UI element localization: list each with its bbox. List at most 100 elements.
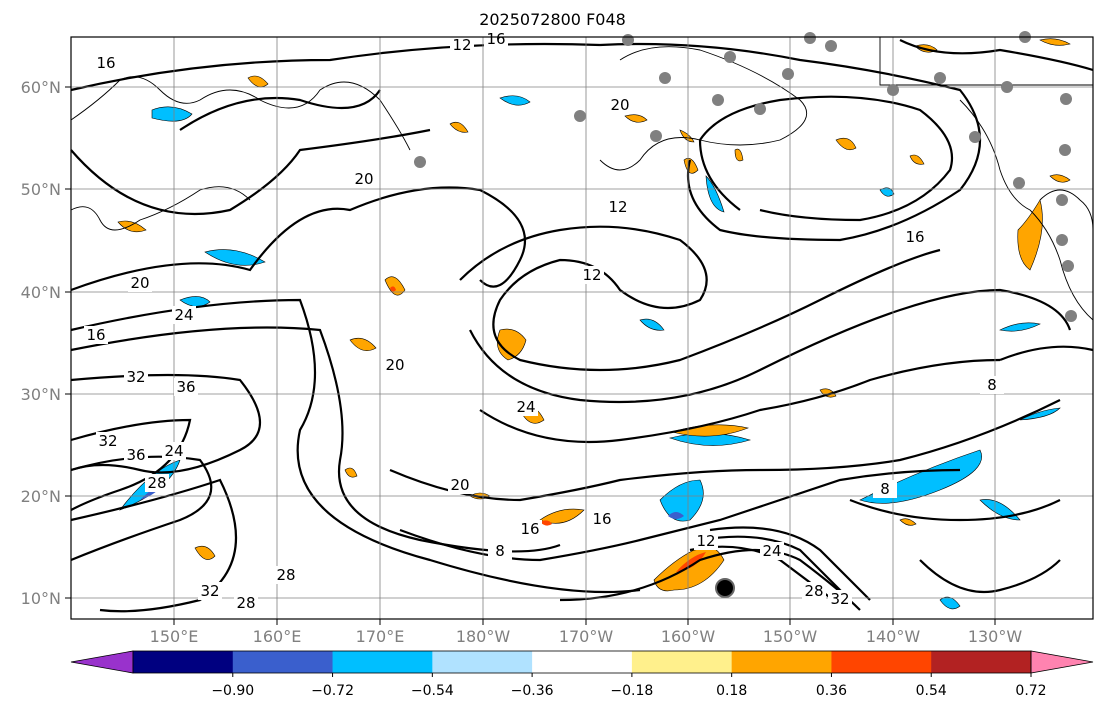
colorbar-bin [232,651,334,673]
lon-tick-label: 140°W [866,627,921,646]
contour-label-bg [198,582,222,600]
colorbar-bin [631,651,733,673]
colorbar-tick-label: 0.72 [1015,683,1046,699]
map-title: 2025072800 F048 [479,10,626,29]
contour-label-bg [608,96,632,114]
colorbar-extend-low [70,650,134,674]
colorbar-tick-label: 0.18 [716,683,747,699]
lon-tick-label: 160°E [253,627,302,646]
contour-label-bg [580,266,604,284]
colorbar-bin [432,651,533,673]
lat-axis: 10°N 20°N 30°N 40°N 50°N 60°N [21,78,71,608]
lon-axis: 150°E 160°E 170°E 180°W 170°W 160°W 150°W 140°W… [150,619,1023,646]
contour-label-bg [828,590,852,608]
colorbar-bin [332,651,433,673]
contour-label-bg [448,476,472,494]
contour-label-bg [606,198,630,216]
lat-tick-label: 30°N [21,385,61,404]
contour-label: 16 [905,228,924,246]
colorbar-tick-label: −0.90 [211,683,254,699]
lon-tick-label: 170°W [559,627,614,646]
contour-label: 24 [762,542,781,560]
lat-tick-label: 50°N [21,180,61,199]
contour-label: 12 [452,36,471,54]
contour-label: 20 [385,356,404,374]
colorbar-tick-label: 0.54 [916,683,947,699]
contour-label-bg [174,378,198,396]
contour-label: 16 [520,520,539,538]
contour-label-bg [124,368,148,386]
contour-label-bg [873,480,897,498]
contour-label-bg [518,520,542,538]
colorbar-bin [931,651,1032,673]
colorbar-tick-label: −0.72 [311,683,354,699]
station-dots [414,31,1077,322]
contour-label-bg [760,542,784,560]
contour-label-bg [128,274,152,292]
contour-label: 28 [804,582,823,600]
contour-label-bg [96,432,120,450]
lat-tick-label: 10°N [21,589,61,608]
contour-label-bg [234,594,258,612]
contour-label: 12 [696,532,715,550]
contour-label-bg [590,510,614,528]
colorbar-tick-label: −0.18 [610,683,653,699]
contour-label: 28 [276,566,295,584]
colorbar-bin [133,651,234,673]
lon-tick-label: 130°W [968,627,1023,646]
contour-label-bg [484,30,508,48]
colorbar-frame [132,650,1032,674]
contour-label: 20 [450,476,469,494]
contour-label: 12 [608,198,627,216]
contour-label-bg [383,356,407,374]
contour-label: 16 [592,510,611,528]
colorbar-bin [831,651,932,673]
contour-label-bg [274,566,298,584]
map-border [70,36,1094,620]
lat-tick-label: 20°N [21,487,61,506]
lon-tick-label: 180°W [456,627,511,646]
gridlines [71,37,1093,619]
contour-label: 8 [987,376,997,394]
contour-label: 32 [200,582,219,600]
colorbar-tick-label: −0.36 [511,683,554,699]
contour-label: 24 [516,398,535,416]
contour-label-bg [980,376,1004,394]
contour-label: 20 [610,96,629,114]
contour-label-bg [352,170,376,188]
contour-label: 24 [164,442,183,460]
contour-label: 36 [176,378,195,396]
contour-labels: 16 12 16 20 20 12 12 16 20 20 16 24 32 36 32 36 24 28 32 20… [84,30,1004,612]
contour-label: 20 [354,170,373,188]
contour-label-bg [903,228,927,246]
colorbar: −0.90 −0.72 −0.54 −0.36 −0.18 0.18 0.36 0.54 0.7… [70,650,1094,699]
contour-label-bg [802,582,826,600]
contour-label-bg [514,398,538,416]
contour-label: 28 [236,594,255,612]
lon-tick-label: 150°W [763,627,818,646]
lat-tick-label: 40°N [21,283,61,302]
storm-center-marker [715,578,735,598]
contour-label: 16 [486,30,505,48]
contour-label: 12 [582,266,601,284]
contour-lines [70,39,1094,613]
lon-tick-label: 160°W [661,627,716,646]
contour-label-bg [124,446,148,464]
colorbar-bin [532,651,633,673]
contour-label: 32 [98,432,117,450]
contour-label-bg [172,306,196,324]
colorbar-bin [731,651,832,673]
contour-label: 16 [96,54,115,72]
contour-label: 16 [86,326,105,344]
contour-label-bg [94,54,118,72]
lat-tick-label: 60°N [21,78,61,97]
colorbar-extend-high [1030,650,1094,674]
contour-label-bg [694,532,718,550]
coastlines [70,37,1094,321]
colorbar-tick-label: 0.36 [816,683,847,699]
contour-label-bg [145,474,169,492]
contour-label-bg [450,36,474,54]
contour-label: 8 [495,542,505,560]
contour-label-bg [488,542,512,560]
